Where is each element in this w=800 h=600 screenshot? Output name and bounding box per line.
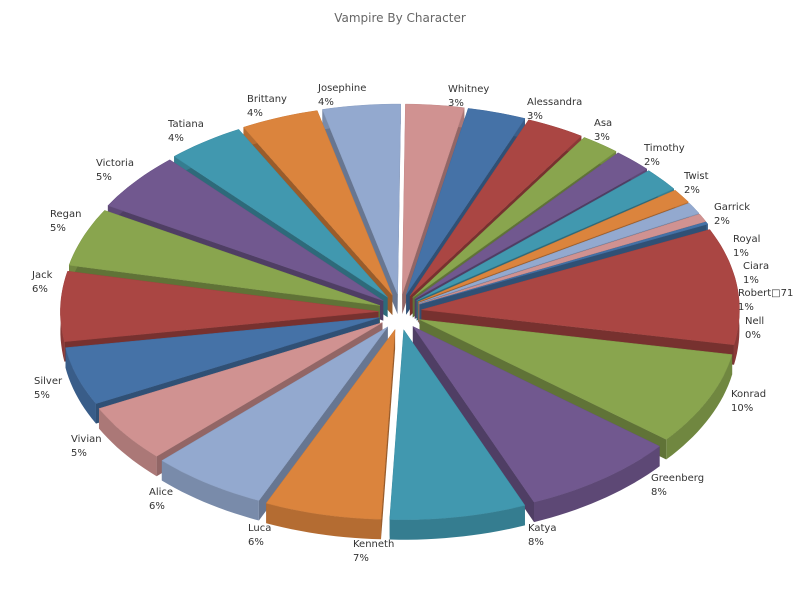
data-label-name: Brittany (247, 94, 287, 105)
slice-top (68, 210, 380, 306)
data-label-percent: 8% (651, 487, 667, 498)
slice-top (265, 328, 396, 520)
data-label-name: Nell (745, 316, 764, 327)
slice-side (99, 408, 157, 477)
slice-top (412, 325, 661, 503)
data-label-name: Jack (31, 270, 53, 281)
slice-side (161, 460, 259, 521)
data-label-name: Alice (149, 487, 173, 498)
data-label-name: Greenberg (651, 473, 704, 484)
pie-slice-alice (161, 326, 388, 521)
slice-side (266, 503, 382, 540)
slice-top (419, 213, 707, 305)
data-label-percent: 1% (743, 275, 759, 286)
data-label-percent: 8% (528, 537, 544, 548)
data-label-name: Royal (733, 234, 760, 245)
data-label-percent: 5% (96, 172, 112, 183)
data-label-percent: 4% (168, 133, 184, 144)
slice-wall (412, 326, 535, 523)
data-label-name: Konrad (731, 389, 766, 400)
slice-top (412, 137, 617, 298)
slice-top (409, 119, 582, 297)
data-label-name: Asa (594, 118, 612, 129)
data-label-name: Silver (34, 376, 63, 387)
pie-slice-luca (265, 328, 396, 540)
slice-top (414, 152, 648, 300)
data-label-percent: 4% (318, 97, 334, 108)
slice-wall (381, 329, 396, 540)
slice-top (389, 329, 526, 520)
slice-top (417, 189, 689, 303)
data-label-percent: 1% (733, 248, 749, 259)
slice-top (322, 103, 401, 295)
data-label-name: Twist (683, 171, 709, 182)
data-label-percent: 5% (71, 448, 87, 459)
slice-top (173, 129, 388, 298)
data-label-name: Whitney (448, 84, 489, 95)
data-label-name: Ciara (743, 261, 769, 272)
slice-top (419, 221, 709, 305)
data-label-name: Luca (248, 523, 271, 534)
data-label-percent: 3% (527, 111, 543, 122)
slice-top (60, 270, 379, 342)
slice-top (98, 322, 383, 457)
data-label-percent: 1% (738, 302, 754, 313)
data-label-percent: 2% (644, 157, 660, 168)
pie-slice-katya (412, 325, 661, 523)
slice-top (65, 317, 380, 404)
slice-top (107, 159, 384, 301)
data-label-percent: 5% (50, 223, 66, 234)
slice-top (416, 170, 675, 301)
data-label-percent: 5% (34, 390, 50, 401)
slice-top (243, 110, 393, 296)
data-label-name: Timothy (643, 143, 685, 154)
slice-top (401, 103, 465, 295)
slice-top (419, 319, 733, 440)
slice-top (421, 229, 740, 346)
slice-top (161, 326, 388, 501)
data-label-name: Tatiana (167, 119, 204, 130)
data-label-percent: 0% (745, 330, 761, 341)
data-label-percent: 2% (714, 216, 730, 227)
data-label-name: Katya (528, 523, 556, 534)
data-label-name: Kenneth (353, 539, 394, 550)
data-label-name: Victoria (96, 158, 134, 169)
slice-side (666, 354, 733, 460)
slice-side (65, 347, 96, 424)
data-label-name: Garrick (714, 202, 750, 213)
data-label-name: Vivian (71, 434, 102, 445)
slice-top (418, 202, 700, 304)
data-label-name: Alessandra (527, 97, 582, 108)
data-label-name: Regan (50, 209, 81, 220)
data-label-percent: 3% (448, 98, 464, 109)
data-label-percent: 4% (247, 108, 263, 119)
data-label-percent: 3% (594, 132, 610, 143)
data-label-percent: 7% (353, 553, 369, 564)
pie-slice-kenneth (389, 329, 526, 540)
data-label-name: Robert□71 (738, 288, 793, 299)
slice-side (534, 446, 660, 523)
data-label-percent: 2% (684, 185, 700, 196)
data-label-percent: 10% (731, 403, 753, 414)
data-label-percent: 6% (248, 537, 264, 548)
data-label-name: Josephine (317, 83, 366, 94)
chart-title: Vampire By Character (334, 11, 466, 25)
slice-top (405, 108, 526, 295)
data-label-percent: 6% (32, 284, 48, 295)
data-label-percent: 6% (149, 501, 165, 512)
slice-side (389, 505, 525, 540)
